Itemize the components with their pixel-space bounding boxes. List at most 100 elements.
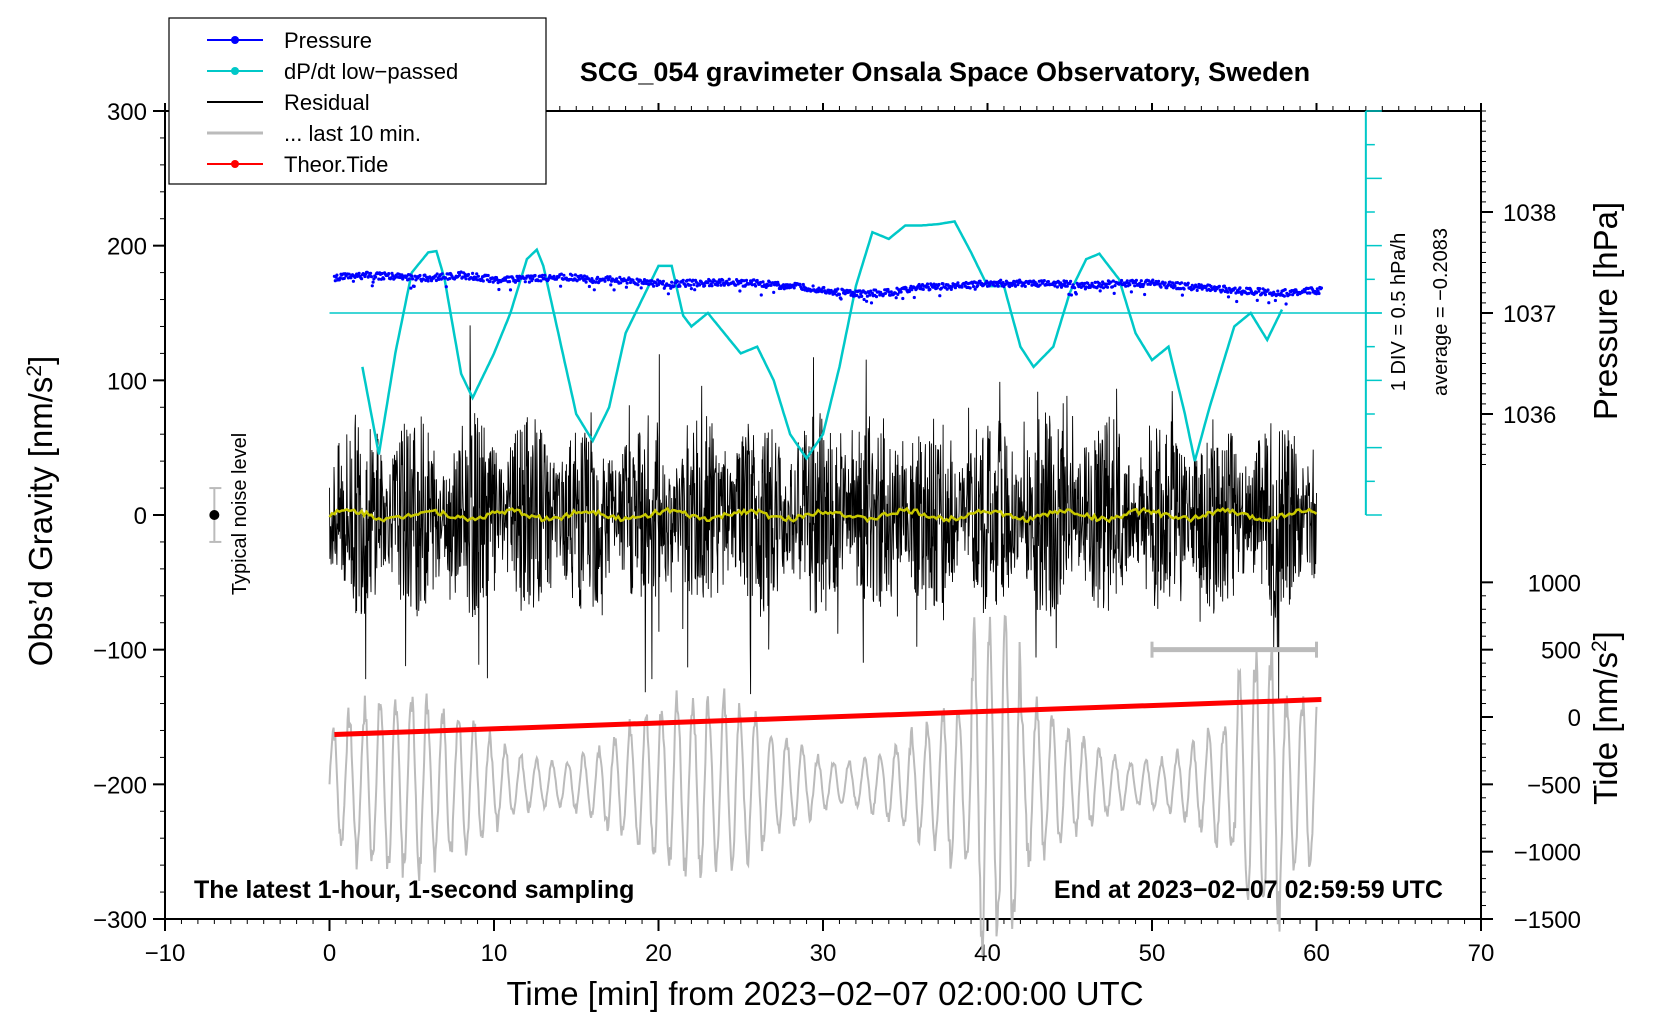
pressure-point	[874, 295, 879, 299]
pressure-point	[928, 287, 932, 291]
pressure-point	[937, 282, 941, 287]
pressure-point	[486, 273, 490, 278]
pressure-point	[1175, 281, 1180, 285]
legend: Pressure dP/dt low−passed Residual ... last…	[168, 17, 547, 185]
pressure-point	[1074, 292, 1078, 296]
pressure-point	[820, 290, 824, 294]
pressure-point	[347, 272, 351, 276]
pressure-point	[708, 279, 712, 283]
legend-label: Theor.Tide	[284, 152, 388, 177]
pressure-point	[1199, 283, 1203, 287]
legend-marker	[231, 160, 239, 168]
pressure-point	[1110, 285, 1115, 289]
pressure-point	[624, 285, 629, 289]
pressure-point	[672, 284, 676, 288]
pressure-point	[1111, 279, 1115, 283]
pressure-point	[370, 284, 374, 288]
pressure-point	[1267, 301, 1271, 305]
pressure-point	[949, 287, 953, 291]
pressure-point	[1086, 281, 1090, 285]
pressure-point	[594, 280, 598, 284]
pressure-point	[1100, 283, 1104, 287]
pressure-point	[448, 277, 452, 281]
pressure-point	[539, 279, 543, 283]
pressure-tick-label: 1037	[1503, 301, 1556, 328]
y-tick-label: 0	[134, 503, 147, 530]
pressure-point	[742, 279, 746, 283]
pressure-point	[755, 278, 759, 283]
pressure-point	[397, 272, 401, 276]
pressure-point	[864, 291, 868, 295]
pressure-point	[412, 284, 416, 288]
pressure-point	[839, 297, 843, 301]
y-axis-label-gravity: Obs’d Gravity [nm/s2]	[22, 356, 59, 667]
pressure-point	[718, 280, 722, 284]
pressure-point	[734, 283, 738, 287]
x-tick-label: 50	[1139, 940, 1166, 967]
pressure-point	[1306, 286, 1310, 291]
y-axis-gravity: 300 200 100 0 −100 −200 −300	[93, 99, 165, 934]
noise-dot	[209, 510, 220, 520]
pressure-point	[1180, 293, 1184, 297]
pressure-point	[1129, 290, 1133, 294]
pressure-point	[1186, 281, 1190, 285]
pressure-point	[440, 272, 444, 276]
pressure-point	[1133, 284, 1137, 288]
x-tick-label: 70	[1468, 940, 1495, 967]
pressure-point	[973, 287, 977, 291]
pressure-point	[1233, 286, 1237, 290]
pressure-point	[607, 277, 611, 281]
pressure-point	[434, 278, 438, 283]
pressure-point	[767, 280, 772, 284]
pressure-point	[703, 284, 707, 288]
pressure-point	[391, 274, 395, 278]
pressure-point	[1124, 284, 1128, 288]
pressure-point	[351, 279, 355, 283]
pressure-point	[1082, 284, 1086, 288]
pressure-point	[619, 281, 623, 285]
pressure-point	[953, 286, 958, 290]
pressure-point	[698, 283, 702, 287]
pressure-point	[860, 294, 864, 298]
pressure-point	[1257, 289, 1261, 293]
last-10-min-bar	[1150, 641, 1318, 658]
pressure-point	[1006, 281, 1010, 285]
pressure-point	[573, 273, 578, 277]
pressure-point	[811, 284, 815, 288]
pressure-point	[426, 279, 430, 283]
pressure-point	[712, 279, 717, 283]
pressure-point	[559, 284, 563, 288]
pressure-point	[968, 286, 972, 290]
pressure-point	[1065, 284, 1069, 288]
pressure-point	[1292, 291, 1296, 295]
pressure-point	[503, 278, 508, 282]
pressure-point	[721, 278, 725, 282]
pressure-point	[1008, 285, 1012, 289]
pressure-point	[1106, 285, 1110, 289]
pressure-point	[407, 277, 411, 281]
pressure-point	[575, 279, 579, 283]
pressure-point	[1101, 286, 1106, 290]
pressure-point	[437, 277, 441, 281]
pressure-point	[752, 278, 756, 282]
pressure-point	[540, 273, 545, 277]
pressure-point	[1105, 282, 1109, 286]
pressure-point	[834, 289, 838, 293]
bottom-left-note: The latest 1‑hour, 1‑second sampling	[194, 876, 634, 904]
pressure-point	[1023, 284, 1027, 288]
pressure-point	[1013, 284, 1018, 288]
pressure-point	[533, 273, 537, 278]
pressure-point	[444, 285, 448, 289]
pressure-point	[635, 277, 639, 281]
pressure-point	[907, 289, 912, 294]
pressure-point	[421, 277, 425, 281]
pressure-point	[514, 279, 518, 283]
pressure-point	[1166, 283, 1170, 287]
pressure-point	[1284, 302, 1288, 306]
pressure-point	[342, 276, 346, 280]
pressure-point	[1266, 288, 1270, 292]
tide-tick-label: 0	[1568, 705, 1581, 732]
pressure-point	[932, 282, 936, 286]
pressure-point	[668, 284, 672, 288]
